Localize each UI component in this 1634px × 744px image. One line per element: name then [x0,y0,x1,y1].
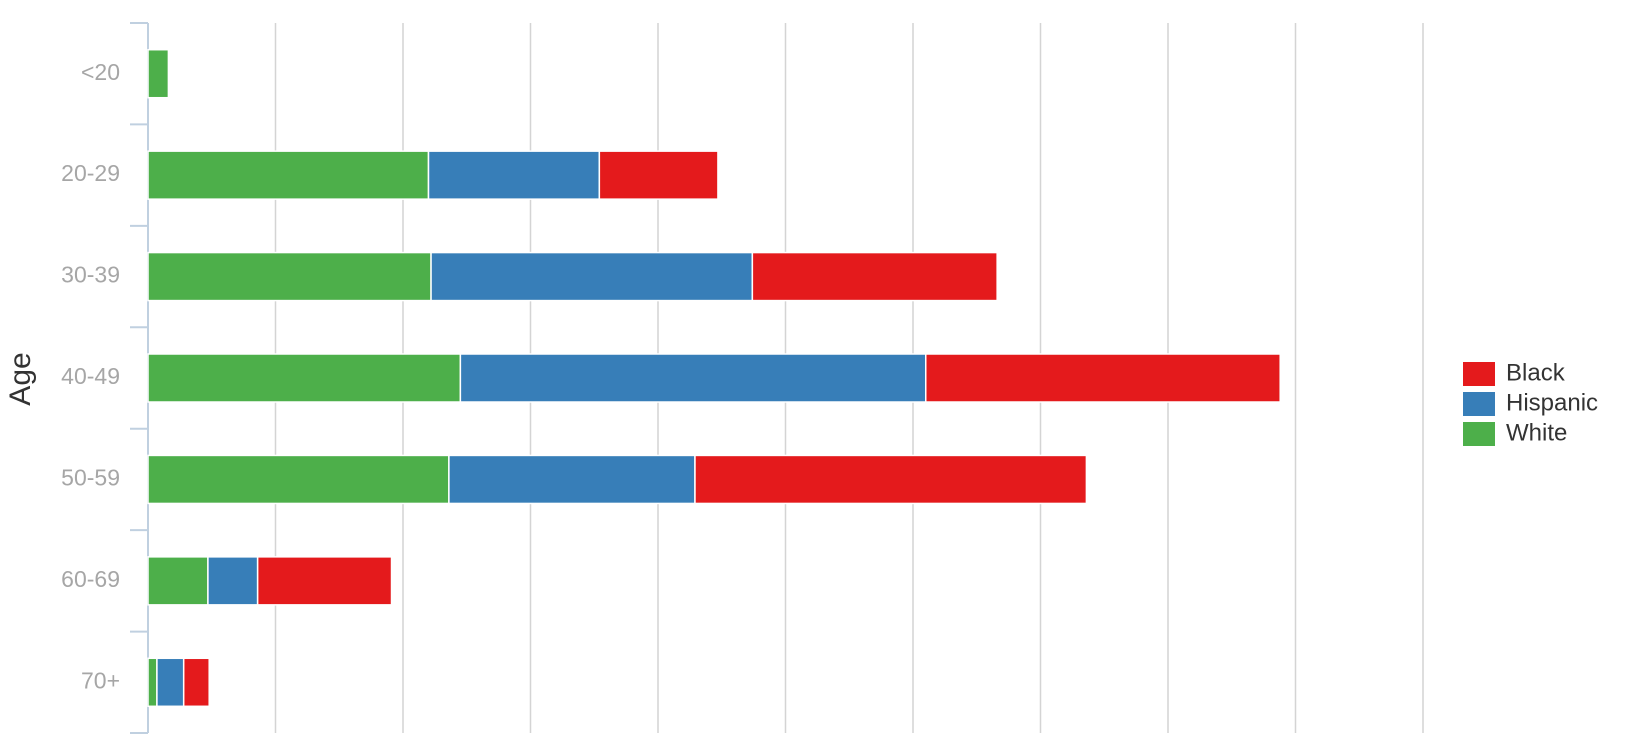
bar-segment [147,150,430,200]
y-tick-label: 40-49 [61,363,120,389]
y-tick-label: 60-69 [61,566,120,592]
bar-segment [459,353,927,403]
bar-segment [147,657,158,708]
y-tick-label: 70+ [81,667,120,693]
bar-segment [598,150,719,200]
y-tick-label: 20-29 [61,160,120,186]
bar-segment [147,454,450,505]
y-axis-title: Age [4,352,37,405]
bar-segment [430,251,754,302]
bar-segment [147,353,462,403]
bar-segment [147,556,209,606]
bar-segment [694,454,1088,505]
legend-label: Black [1506,359,1566,386]
legend-swatch [1463,422,1495,446]
legend-swatch [1463,362,1495,386]
bar-segment [147,251,432,302]
bar-segment [925,353,1281,403]
y-tick-label: 30-39 [61,262,120,288]
legend-swatch [1463,392,1495,416]
legend-label: White [1506,419,1567,446]
bar-segment [751,251,998,302]
bar-segment [448,454,696,505]
y-tick-label: <20 [81,59,120,85]
bar-segment [427,150,601,200]
bar-segment [156,657,185,708]
legend-label: Hispanic [1506,389,1598,416]
y-tick-label: 50-59 [61,465,120,491]
bar-segment [182,657,210,708]
bar-segment [207,556,259,606]
bar-segment [147,48,170,99]
bar-segment [256,556,393,606]
